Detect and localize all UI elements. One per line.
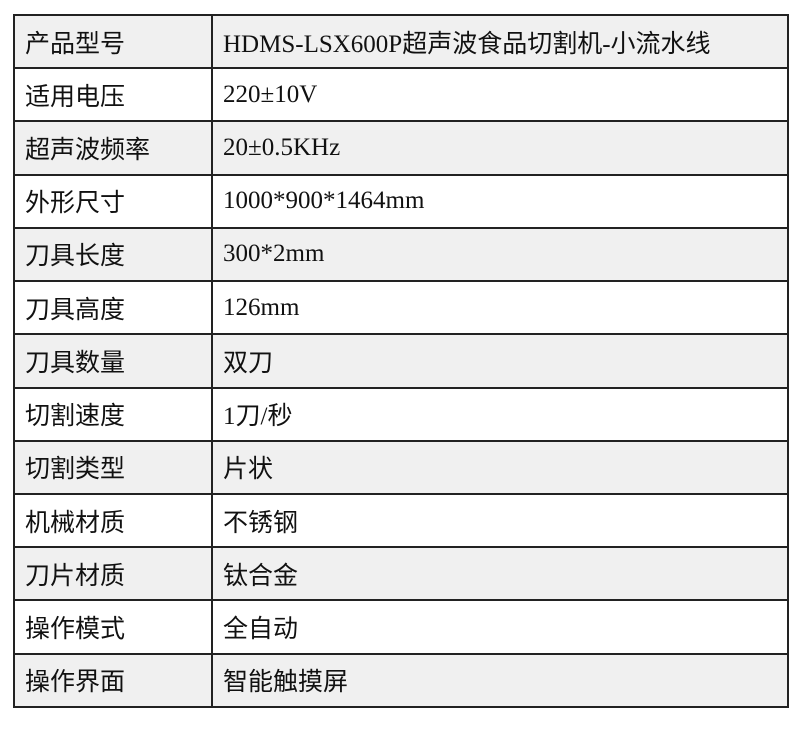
spec-label: 切割类型 [13,439,213,495]
spec-value: 220±10V [211,67,789,123]
spec-value: 20±0.5KHz [211,120,789,176]
spec-value: 双刀 [211,333,789,389]
spec-table: 产品型号 HDMS-LSX600P超声波食品切割机-小流水线 适用电压 220±10V… [13,13,789,709]
spec-label: 超声波频率 [13,120,213,176]
table-row: 产品型号 HDMS-LSX600P超声波食品切割机-小流水线 [13,13,789,70]
table-row: 适用电压 220±10V [13,67,789,123]
spec-label: 刀片材质 [13,546,213,602]
table-row: 刀具高度 126mm [13,280,789,336]
table-row: 操作界面 智能触摸屏 [13,652,789,709]
table-row: 切割类型 片状 [13,439,789,495]
spec-value: 片状 [211,439,789,495]
spec-value: 126mm [211,280,789,336]
spec-value: 300*2mm [211,226,789,283]
spec-label: 刀具高度 [13,280,213,336]
table-row: 操作模式 全自动 [13,599,789,655]
table-row: 切割速度 1刀/秒 [13,386,789,442]
spec-value: 不锈钢 [211,492,789,549]
table-row: 超声波频率 20±0.5KHz [13,120,789,176]
spec-label: 产品型号 [13,13,213,70]
spec-label: 操作模式 [13,599,213,655]
spec-label: 刀具长度 [13,226,213,283]
spec-value: 全自动 [211,599,789,655]
spec-label: 切割速度 [13,386,213,442]
table-row: 外形尺寸 1000*900*1464mm [13,173,789,229]
table-row: 刀片材质 钛合金 [13,546,789,602]
spec-label: 机械材质 [13,492,213,549]
spec-label: 适用电压 [13,67,213,123]
spec-value: 智能触摸屏 [211,652,789,709]
spec-value: HDMS-LSX600P超声波食品切割机-小流水线 [211,13,789,70]
spec-table-body: 产品型号 HDMS-LSX600P超声波食品切割机-小流水线 适用电压 220±10V… [13,13,789,709]
spec-label: 操作界面 [13,652,213,709]
spec-label: 刀具数量 [13,333,213,389]
table-row: 机械材质 不锈钢 [13,492,789,549]
spec-value: 1000*900*1464mm [211,173,789,229]
table-row: 刀具数量 双刀 [13,333,789,389]
spec-label: 外形尺寸 [13,173,213,229]
spec-value: 钛合金 [211,546,789,602]
spec-value: 1刀/秒 [211,386,789,442]
table-row: 刀具长度 300*2mm [13,226,789,283]
